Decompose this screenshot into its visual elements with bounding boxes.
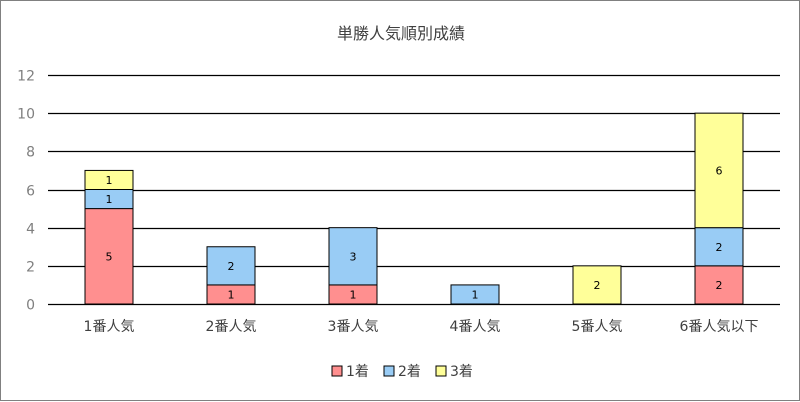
legend-label-2着: 2着: [398, 364, 421, 380]
data-label-1-1着: 5: [106, 250, 113, 263]
bar-segment-2-2着: [206, 246, 256, 286]
bar-segment-6-1着: [694, 265, 744, 305]
y-tick-label-10: 10: [17, 107, 35, 123]
bar-stacks: 5 1 1 1 2 1 3 1 2 2 2 6: [84, 112, 744, 305]
y-axis-tick-labels: 0 2 4 6 8 10 12: [17, 69, 35, 314]
chart-title: 単勝人気順別成績: [337, 24, 465, 43]
gridlines: [48, 74, 780, 306]
legend-label-3着: 3着: [450, 364, 473, 380]
x-category-label-1: 1番人気: [84, 319, 135, 335]
bar-segment-4-2着: [450, 284, 500, 305]
y-tick-label-4: 4: [26, 222, 35, 238]
data-label-2-2着: 2: [228, 260, 235, 273]
data-label-3-2着: 3: [350, 250, 357, 263]
data-label-6-2着: 2: [716, 241, 723, 254]
bar-segment-1-1着: [84, 208, 134, 305]
bar-segment-5-3着: [572, 265, 622, 305]
x-category-label-3: 3番人気: [328, 319, 379, 335]
data-label-2-1着: 1: [228, 288, 235, 301]
legend-label-1着: 1着: [346, 364, 369, 380]
bar-segment-6-3着: [694, 112, 744, 229]
legend-swatch-1着: [331, 365, 343, 377]
y-tick-label-2: 2: [26, 260, 35, 276]
data-label-6-3着: 6: [716, 164, 723, 177]
legend-swatch-2着: [383, 365, 395, 377]
y-tick-label-0: 0: [26, 298, 35, 314]
bar-segment-1-3着: [84, 169, 134, 191]
data-label-5-3着: 2: [594, 279, 601, 292]
y-tick-label-6: 6: [26, 184, 35, 200]
x-category-label-4: 4番人気: [450, 319, 501, 335]
bar-segment-6-2着: [694, 227, 744, 267]
data-label-3-1着: 1: [350, 288, 357, 301]
data-label-1-3着: 1: [106, 174, 113, 187]
data-label-1-2着: 1: [106, 193, 113, 206]
x-category-label-2: 2番人気: [206, 319, 257, 335]
bar-segment-3-2着: [328, 227, 378, 286]
x-category-label-5: 5番人気: [572, 319, 623, 335]
y-tick-label-12: 12: [17, 69, 35, 85]
legend: 1着 2着 3着: [331, 364, 473, 380]
data-label-6-1着: 2: [716, 279, 723, 292]
x-category-label-6: 6番人気以下: [680, 319, 759, 335]
x-axis-category-labels: 1番人気 2番人気 3番人気 4番人気 5番人気 6番人気以下: [84, 319, 759, 335]
data-label-4-2着: 1: [472, 288, 479, 301]
y-tick-label-8: 8: [26, 145, 35, 161]
legend-swatch-3着: [435, 365, 447, 377]
